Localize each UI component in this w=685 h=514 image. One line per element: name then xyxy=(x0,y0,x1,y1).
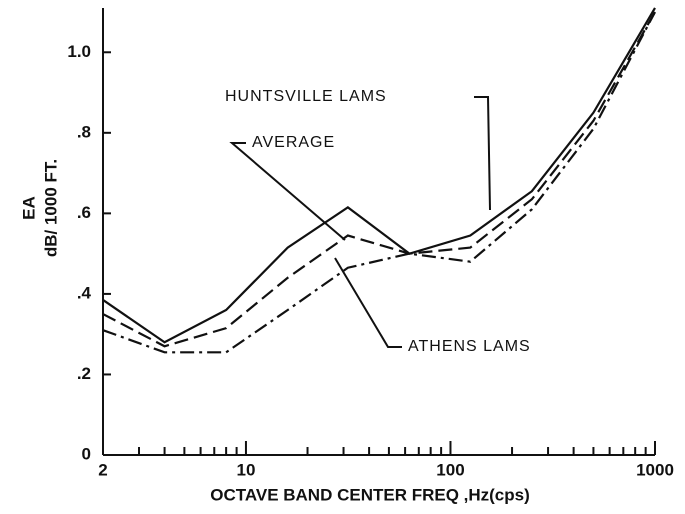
y-tick-label: 1.0 xyxy=(67,42,91,61)
leader-line xyxy=(334,257,402,348)
y-tick-label: .2 xyxy=(77,364,91,383)
x-tick-label: 2 xyxy=(98,460,107,479)
annotation: ATHENS LAMS xyxy=(408,338,531,355)
y-axis-label: dB/ 1000 FT. xyxy=(41,159,60,257)
y-tick-label: .4 xyxy=(77,283,92,302)
y-axis-label: EA xyxy=(19,196,38,220)
annotation: AVERAGE xyxy=(252,134,335,151)
y-tick-label: .6 xyxy=(77,203,91,222)
series-line xyxy=(102,7,656,344)
series-line xyxy=(102,11,656,354)
x-tick-label: 100 xyxy=(436,460,464,479)
x-tick-label: 1000 xyxy=(636,460,674,479)
series-line xyxy=(102,11,656,348)
leader-line xyxy=(474,96,491,211)
x-axis-label: OCTAVE BAND CENTER FREQ ,Hz(cps) xyxy=(210,485,530,504)
y-tick-label: 0 xyxy=(82,444,91,463)
annotation: HUNTSVILLE LAMS xyxy=(225,88,387,105)
x-tick-label: 10 xyxy=(236,460,255,479)
leader-line xyxy=(229,142,346,241)
y-tick-label: .8 xyxy=(77,122,91,141)
